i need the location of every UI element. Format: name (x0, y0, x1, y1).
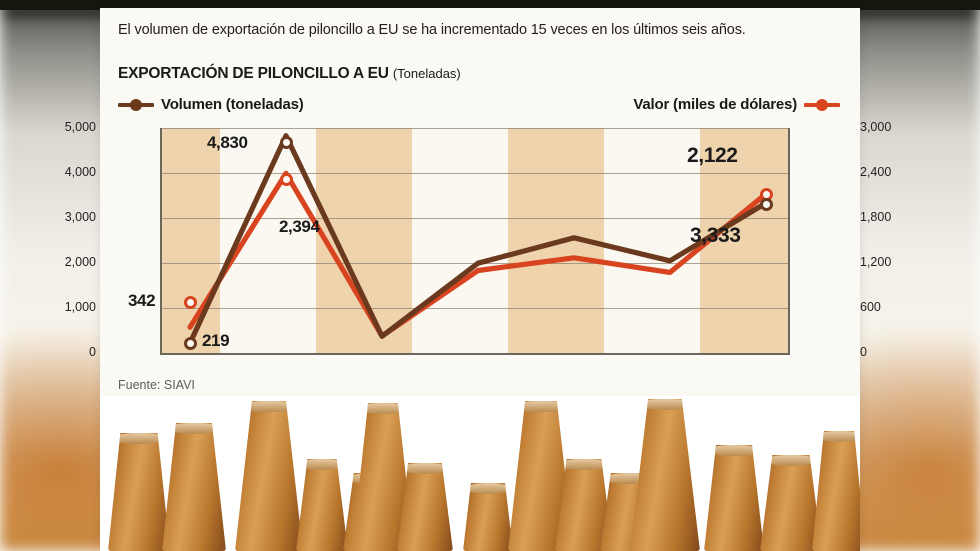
series-line-volumen (187, 133, 769, 346)
ytick-left-2000: 2,000 (64, 255, 96, 269)
piloncillo-cone (555, 459, 613, 551)
callout-volumen-2013: 4,830 (207, 133, 248, 152)
ytick-right-1200: 1,200 (860, 255, 892, 269)
band-2012 (160, 128, 220, 353)
piloncillo-photo (100, 396, 860, 551)
callout-valor-2018: 2,122 (687, 144, 738, 167)
piloncillo-cone (760, 455, 822, 551)
ytick-right-3000: 3,000 (860, 120, 892, 134)
legend-label-volumen: Volumen (toneladas) (161, 96, 304, 113)
datapoint-valor-2013 (279, 173, 293, 186)
datapoint-volumen-2018 (759, 197, 773, 211)
piloncillo-cone (704, 445, 764, 551)
kicker-text: El volumen de exportación de piloncillo … (118, 22, 746, 38)
ytick-right-0: 0 (860, 345, 867, 359)
legend-marker-volumen-icon (118, 98, 154, 111)
band-2017 (604, 128, 700, 353)
chart-plot-area: 5,000 4,000 3,000 2,000 1,000 0 3,000 2,… (65, 120, 892, 497)
piloncillo-cone (463, 483, 513, 551)
y-axis-left-line (160, 128, 162, 354)
callout-volumen-2018: 3,333 (690, 224, 741, 247)
ytick-left-3000: 3,000 (64, 210, 96, 224)
band-2018 (700, 128, 790, 353)
infographic-panel: El volumen de exportación de piloncillo … (65, 8, 892, 551)
legend-item-volumen: Volumen (toneladas) (118, 96, 304, 113)
ytick-left-1000: 1,000 (64, 300, 96, 314)
piloncillo-cone (162, 423, 226, 551)
gridline-5000 (160, 128, 790, 129)
headline-unit: (Toneladas) (392, 66, 461, 81)
ytick-right-1800: 1,800 (860, 210, 892, 224)
datapoint-volumen-2013 (279, 135, 293, 149)
band-2014 (316, 128, 412, 353)
piloncillo-cone (397, 463, 453, 551)
callout-valor-2013: 2,394 (279, 217, 320, 236)
datapoint-valor-2012 (183, 296, 197, 310)
ytick-left-4000: 4,000 (64, 165, 96, 179)
piloncillo-cone (108, 433, 170, 551)
band-2015 (412, 128, 508, 353)
callout-valor-2012: 342 (128, 291, 156, 310)
ytick-left-5000: 5,000 (64, 120, 96, 134)
chart-legend: Volumen (toneladas) Valor (miles de dóla… (118, 96, 840, 120)
legend-item-valor: Valor (miles de dólares) (633, 96, 840, 113)
legend-marker-valor-icon (804, 98, 840, 111)
headline-main: EXPORTACIÓN DE PILONCILLO A EU (118, 65, 389, 82)
callout-volumen-2012: 219 (202, 331, 230, 350)
piloncillo-cone (296, 459, 348, 551)
piloncillo-cone (235, 401, 303, 551)
piloncillo-cone (630, 399, 700, 551)
ytick-right-600: 600 (860, 300, 881, 314)
gridline-3000 (160, 218, 790, 219)
y-axis-right-line (788, 128, 790, 354)
page-title: EXPORTACIÓN DE PILONCILLO A EU (Tonelada… (118, 65, 833, 83)
datapoint-volumen-2012 (183, 336, 197, 350)
top-black-bar (0, 0, 980, 10)
gridline-4000 (160, 173, 790, 174)
ytick-left-0: 0 (89, 345, 96, 359)
x-axis-line (160, 353, 790, 355)
piloncillo-cone (812, 431, 860, 551)
gridline-1000 (160, 308, 790, 309)
source-note: Fuente: SIAVI (118, 378, 195, 392)
legend-label-valor: Valor (miles de dólares) (633, 96, 797, 113)
ytick-right-2400: 2,400 (860, 165, 892, 179)
